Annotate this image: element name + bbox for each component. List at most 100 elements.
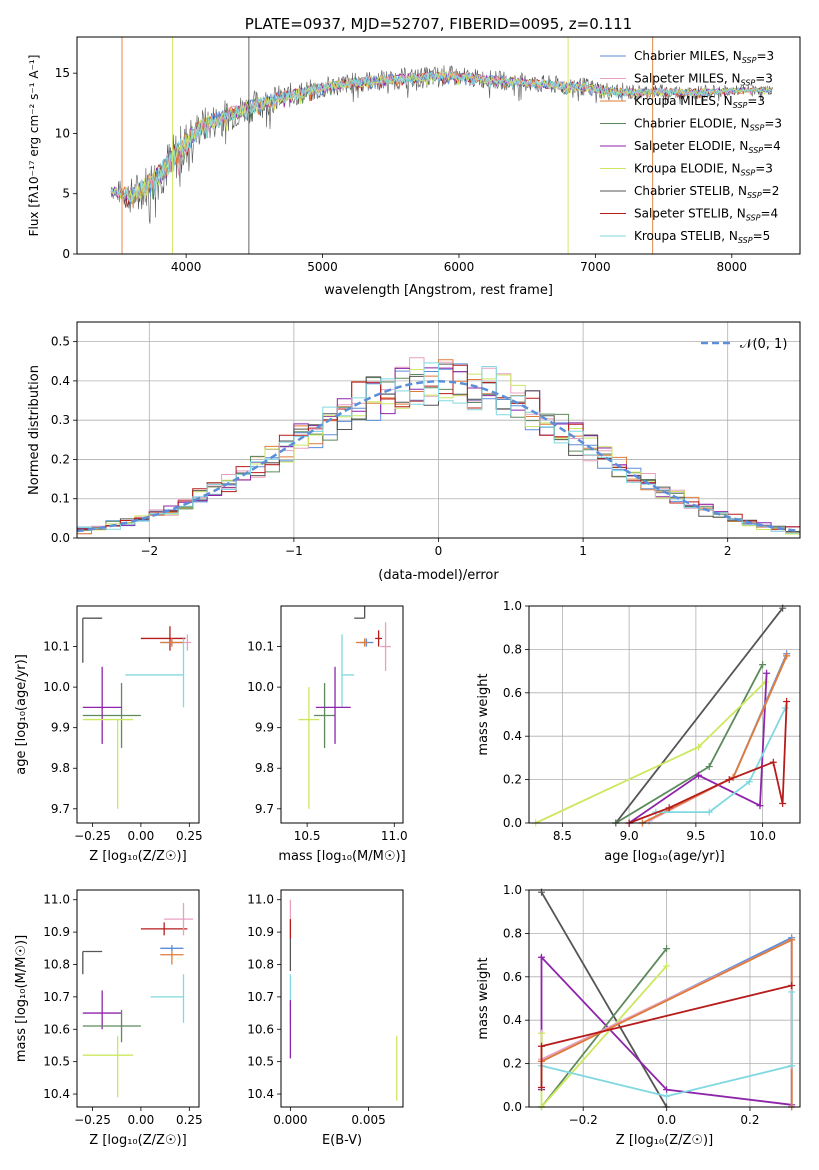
y-tick-label: 0.4 <box>51 374 70 388</box>
y-tick-label: 1.0 <box>503 599 522 613</box>
y-tick-label: 0.4 <box>503 1013 522 1027</box>
weight-marker-salpeter_elodie <box>695 771 703 779</box>
weight_vs_age-panel: 8.5 9.0 9.5 10.0 0.0 0.2 0.4 0.6 0.8 1.0 age [log₁… <box>476 599 801 864</box>
weight-line-salpeter_stelib <box>628 701 788 824</box>
x-tick-label: 8000 <box>717 260 748 274</box>
legend-label-salpeter_stelib: Salpeter STELIB, NSSP=4 <box>634 207 778 223</box>
y-tick-label: 9.8 <box>51 761 70 775</box>
y-tick-label: 15 <box>55 66 70 80</box>
normal-curve <box>76 380 801 533</box>
weight-marker-salpeter_stelib <box>665 804 673 812</box>
legend-label-salpeter_elodie: Salpeter ELODIE, NSSP=4 <box>634 139 781 155</box>
axes-frame <box>528 605 801 824</box>
x-tick-label: −1 <box>285 544 303 558</box>
legend-label-kroupa_elodie: Kroupa ELODIE, NSSP=3 <box>634 162 773 178</box>
mass_vs_ebv-panel: 0.000 0.005 10.4 10.5 10.6 10.7 10.8 10.9 11.0 E(… <box>247 889 404 1148</box>
weight-marker-salpeter_elodie <box>763 669 771 677</box>
legend-label-chabrier_stelib: Chabrier STELIB, NSSP=2 <box>634 184 779 200</box>
y-tick-label: 0.1 <box>51 492 70 506</box>
x-axis-label: Z [log₁₀(Z/Z☉)] <box>89 849 186 864</box>
y-tick-label: 10.0 <box>247 680 274 694</box>
axes-frame <box>76 605 200 824</box>
age_vs_mass-panel: 10.5 11.0 9.7 9.8 9.9 10.0 10.1 mass [log₁₀(M/M… <box>247 605 408 864</box>
axes-frame <box>528 889 801 1108</box>
weight-line-kroupa_elodie <box>540 965 668 1110</box>
axes-frame <box>76 36 801 255</box>
x-tick-label: 0.25 <box>176 829 203 843</box>
axes-frame <box>280 605 404 824</box>
x-tick-label: 10.0 <box>749 829 776 843</box>
mass_vs_z-panel: −0.25 0.00 0.25 10.4 10.5 10.6 10.7 10.8 10.9 11.… <box>14 889 203 1148</box>
y-tick-label: 10.6 <box>43 1022 70 1036</box>
y-tick-label: 0.6 <box>503 686 522 700</box>
y-tick-label: 0.0 <box>503 1100 522 1114</box>
y-tick-label: 9.9 <box>255 721 274 735</box>
y-axis-label: mass weight <box>476 673 491 755</box>
y-tick-label: 9.7 <box>255 802 274 816</box>
x-tick-label: 10.5 <box>294 829 321 843</box>
weight-marker-salpeter_elodie <box>756 802 764 810</box>
x-tick-label: 0 <box>435 544 443 558</box>
x-tick-label: 7000 <box>580 260 611 274</box>
x-axis-label: (data-model)/error <box>378 568 499 583</box>
weight-marker-kroupa_stelib <box>745 778 753 786</box>
y-tick-label: 10.8 <box>43 957 70 971</box>
legend-label-kroupa_stelib: Kroupa STELIB, NSSP=5 <box>634 229 770 245</box>
y-axis-label: mass [log₁₀(M/M☉)] <box>14 935 29 1062</box>
y-tick-label: 10.9 <box>43 925 70 939</box>
y-tick-label: 10.0 <box>43 680 70 694</box>
y-tick-label: 11.0 <box>43 893 70 907</box>
y-tick-label: 0.2 <box>503 1057 522 1071</box>
y-tick-label: 5 <box>62 187 70 201</box>
y-tick-label: 0.8 <box>503 642 522 656</box>
legend-label-kroupa_miles: Kroupa MILES, NSSP=3 <box>634 94 765 110</box>
x-tick-label: 0.2 <box>740 1113 759 1127</box>
y-tick-label: 0.2 <box>51 452 70 466</box>
weight-marker-kroupa_elodie <box>663 962 671 970</box>
y-tick-label: 1.0 <box>503 883 522 897</box>
y-tick-label: 0.5 <box>51 335 70 349</box>
x-tick-label: 9.0 <box>620 829 639 843</box>
x-tick-label: −0.2 <box>569 1113 598 1127</box>
weight-marker-kroupa_elodie <box>695 743 703 751</box>
weight-line-chabrier_elodie <box>540 948 668 1108</box>
legend-label-normal: 𝒩(0, 1) <box>740 337 787 352</box>
y-tick-label: 0.3 <box>51 413 70 427</box>
weight-marker-kroupa_elodie <box>538 1029 546 1037</box>
x-tick-label: 0.0 <box>657 1113 676 1127</box>
weight-marker-salpeter_elodie <box>538 953 546 961</box>
y-tick-label: 0.0 <box>503 816 522 830</box>
chart-title: PLATE=0937, MJD=52707, FIBERID=0095, z=0… <box>245 15 632 33</box>
weight-line-salpeter_elodie <box>540 955 792 1106</box>
y-axis-label: Normed distribution <box>27 365 42 495</box>
axes-frame <box>280 889 404 1108</box>
weight-line-chabrier_stelib <box>540 891 668 1108</box>
weight-marker-salpeter_stelib <box>769 758 777 766</box>
y-tick-label: 9.7 <box>51 802 70 816</box>
weight-marker-chabrier_elodie <box>705 763 713 771</box>
weight-marker-kroupa_stelib <box>663 1092 671 1100</box>
weight-marker-kroupa_miles <box>788 936 796 944</box>
y-tick-label: 9.9 <box>51 721 70 735</box>
weight-line-kroupa_stelib <box>541 992 793 1098</box>
axes-frame <box>76 889 200 1108</box>
x-tick-label: 11.0 <box>381 829 408 843</box>
x-tick-label: −0.25 <box>74 829 111 843</box>
y-tick-label: 9.8 <box>255 761 274 775</box>
weight-marker-salpeter_stelib <box>725 776 733 784</box>
x-tick-label: −2 <box>140 544 158 558</box>
weight-marker-kroupa_stelib <box>781 704 789 712</box>
x-axis-label: E(B-V) <box>322 1133 362 1148</box>
y-tick-label: 10.8 <box>247 957 274 971</box>
y-axis-label: Flux [fλ10⁻¹⁷ erg cm⁻² s⁻¹ A⁻¹] <box>27 55 41 237</box>
weight-line-kroupa_stelib <box>655 707 787 813</box>
weight-line-salpeter_elodie <box>628 673 768 824</box>
y-tick-label: 10.5 <box>43 1055 70 1069</box>
x-axis-label: Z [log₁₀(Z/Z☉)] <box>89 1133 186 1148</box>
x-tick-label: 4000 <box>171 260 202 274</box>
x-tick-label: 0.005 <box>351 1113 385 1127</box>
legend-label-chabrier_miles: Chabrier MILES, NSSP=3 <box>634 49 774 65</box>
x-tick-label: 8.5 <box>553 829 572 843</box>
x-tick-label: 0.00 <box>128 829 155 843</box>
